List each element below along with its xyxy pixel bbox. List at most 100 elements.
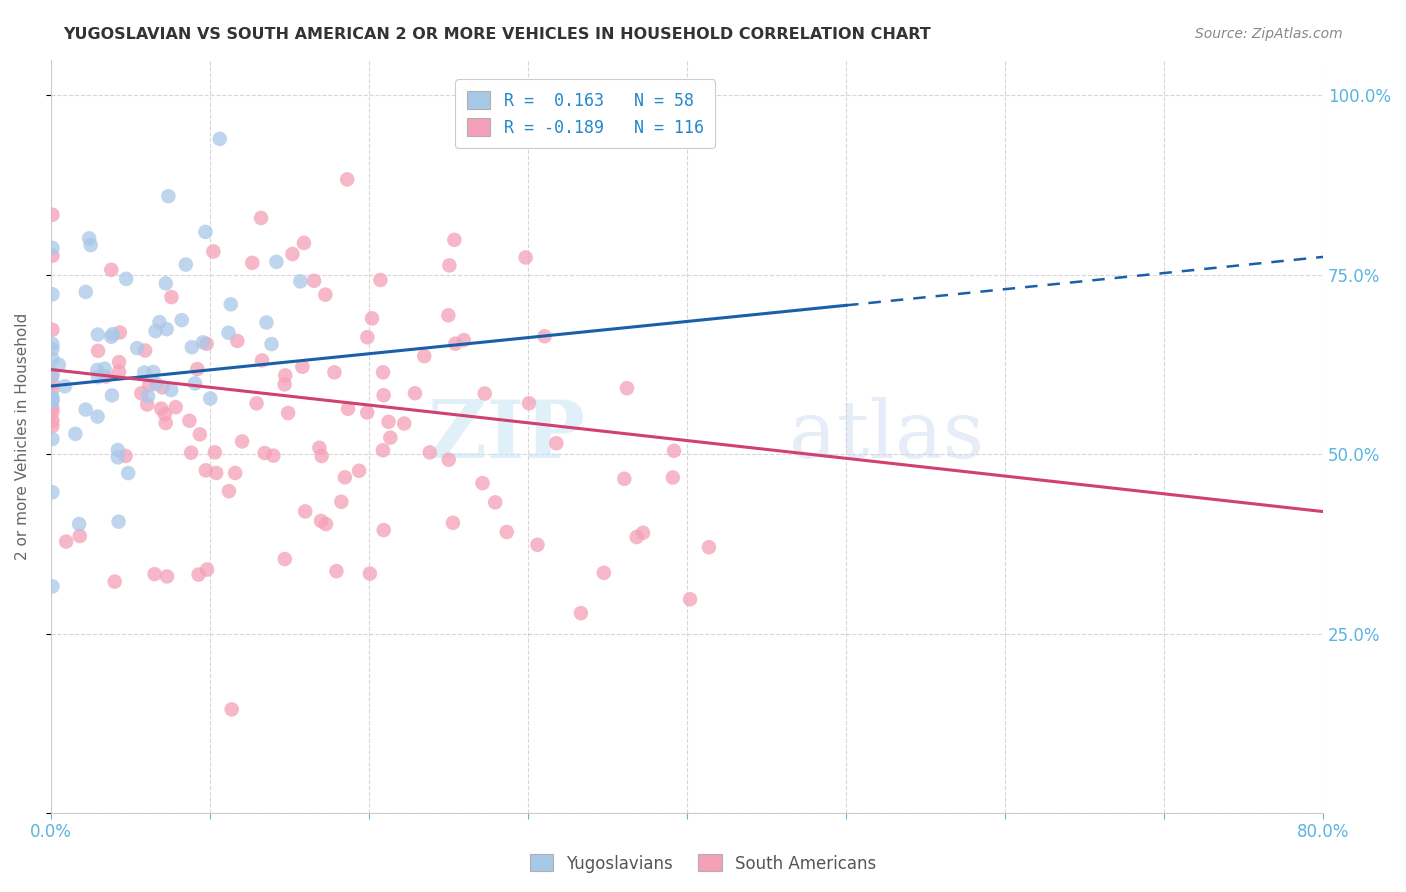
Point bbox=[194, 225, 217, 239]
Point bbox=[41, 579, 63, 593]
Point bbox=[592, 566, 614, 580]
Point bbox=[569, 606, 592, 620]
Point bbox=[333, 470, 356, 484]
Point bbox=[347, 464, 370, 478]
Point bbox=[170, 313, 193, 327]
Point bbox=[155, 277, 177, 291]
Point bbox=[41, 401, 63, 415]
Point bbox=[186, 362, 208, 376]
Point bbox=[302, 274, 325, 288]
Point bbox=[441, 516, 464, 530]
Point bbox=[108, 365, 131, 379]
Point bbox=[195, 336, 218, 351]
Point bbox=[41, 376, 63, 391]
Point bbox=[474, 386, 496, 401]
Point bbox=[250, 353, 273, 368]
Point bbox=[41, 369, 63, 384]
Point bbox=[165, 400, 187, 414]
Legend: Yugoslavians, South Americans: Yugoslavians, South Americans bbox=[523, 847, 883, 880]
Point bbox=[136, 398, 159, 412]
Point bbox=[224, 466, 246, 480]
Point bbox=[218, 326, 240, 340]
Point bbox=[41, 287, 63, 301]
Point bbox=[231, 434, 253, 449]
Point bbox=[325, 564, 347, 578]
Point bbox=[453, 333, 475, 347]
Point bbox=[174, 258, 197, 272]
Text: Source: ZipAtlas.com: Source: ZipAtlas.com bbox=[1195, 27, 1343, 41]
Point bbox=[41, 391, 63, 405]
Point bbox=[631, 525, 654, 540]
Point bbox=[127, 341, 149, 355]
Point bbox=[100, 262, 122, 277]
Point bbox=[290, 274, 312, 288]
Point bbox=[330, 495, 353, 509]
Point bbox=[377, 415, 399, 429]
Point bbox=[337, 401, 360, 416]
Point bbox=[219, 297, 242, 311]
Point bbox=[533, 329, 555, 343]
Point bbox=[87, 327, 110, 342]
Point bbox=[315, 516, 337, 531]
Point bbox=[86, 363, 108, 377]
Point bbox=[444, 336, 467, 351]
Point bbox=[148, 315, 170, 329]
Point bbox=[41, 419, 63, 434]
Point bbox=[495, 524, 517, 539]
Point bbox=[221, 702, 243, 716]
Point bbox=[156, 322, 179, 336]
Point bbox=[546, 436, 568, 450]
Point bbox=[443, 233, 465, 247]
Point bbox=[191, 335, 214, 350]
Point bbox=[101, 327, 124, 342]
Point bbox=[41, 485, 63, 500]
Point bbox=[129, 386, 152, 401]
Point bbox=[662, 443, 685, 458]
Point bbox=[437, 308, 460, 322]
Point bbox=[616, 381, 638, 395]
Point bbox=[55, 534, 77, 549]
Point bbox=[79, 238, 101, 252]
Point bbox=[86, 409, 108, 424]
Point bbox=[194, 463, 217, 477]
Point bbox=[104, 574, 127, 589]
Point bbox=[292, 235, 315, 250]
Point bbox=[515, 251, 537, 265]
Point bbox=[274, 552, 297, 566]
Point bbox=[419, 445, 441, 459]
Point bbox=[156, 569, 179, 583]
Point bbox=[41, 249, 63, 263]
Point bbox=[41, 342, 63, 356]
Text: YUGOSLAVIAN VS SOUTH AMERICAN 2 OR MORE VEHICLES IN HOUSEHOLD CORRELATION CHART: YUGOSLAVIAN VS SOUTH AMERICAN 2 OR MORE … bbox=[63, 27, 931, 42]
Point bbox=[274, 368, 297, 383]
Point bbox=[370, 273, 392, 287]
Point bbox=[145, 377, 167, 392]
Point bbox=[152, 380, 174, 394]
Point bbox=[200, 392, 222, 406]
Point bbox=[41, 392, 63, 407]
Point bbox=[160, 290, 183, 304]
Point bbox=[256, 316, 278, 330]
Point bbox=[87, 370, 110, 384]
Point bbox=[323, 365, 346, 379]
Point bbox=[108, 326, 131, 340]
Point bbox=[41, 351, 63, 366]
Point bbox=[41, 432, 63, 446]
Point bbox=[439, 259, 461, 273]
Point bbox=[134, 366, 156, 380]
Point bbox=[53, 379, 76, 393]
Point bbox=[107, 443, 129, 458]
Point bbox=[371, 365, 394, 379]
Point bbox=[205, 466, 228, 480]
Point bbox=[187, 567, 209, 582]
Point bbox=[117, 466, 139, 480]
Point bbox=[517, 396, 540, 410]
Point bbox=[115, 272, 138, 286]
Point bbox=[153, 407, 176, 421]
Point bbox=[294, 504, 316, 518]
Point bbox=[107, 450, 129, 465]
Point bbox=[41, 414, 63, 428]
Point bbox=[157, 189, 180, 203]
Point bbox=[75, 285, 97, 299]
Point bbox=[67, 516, 90, 531]
